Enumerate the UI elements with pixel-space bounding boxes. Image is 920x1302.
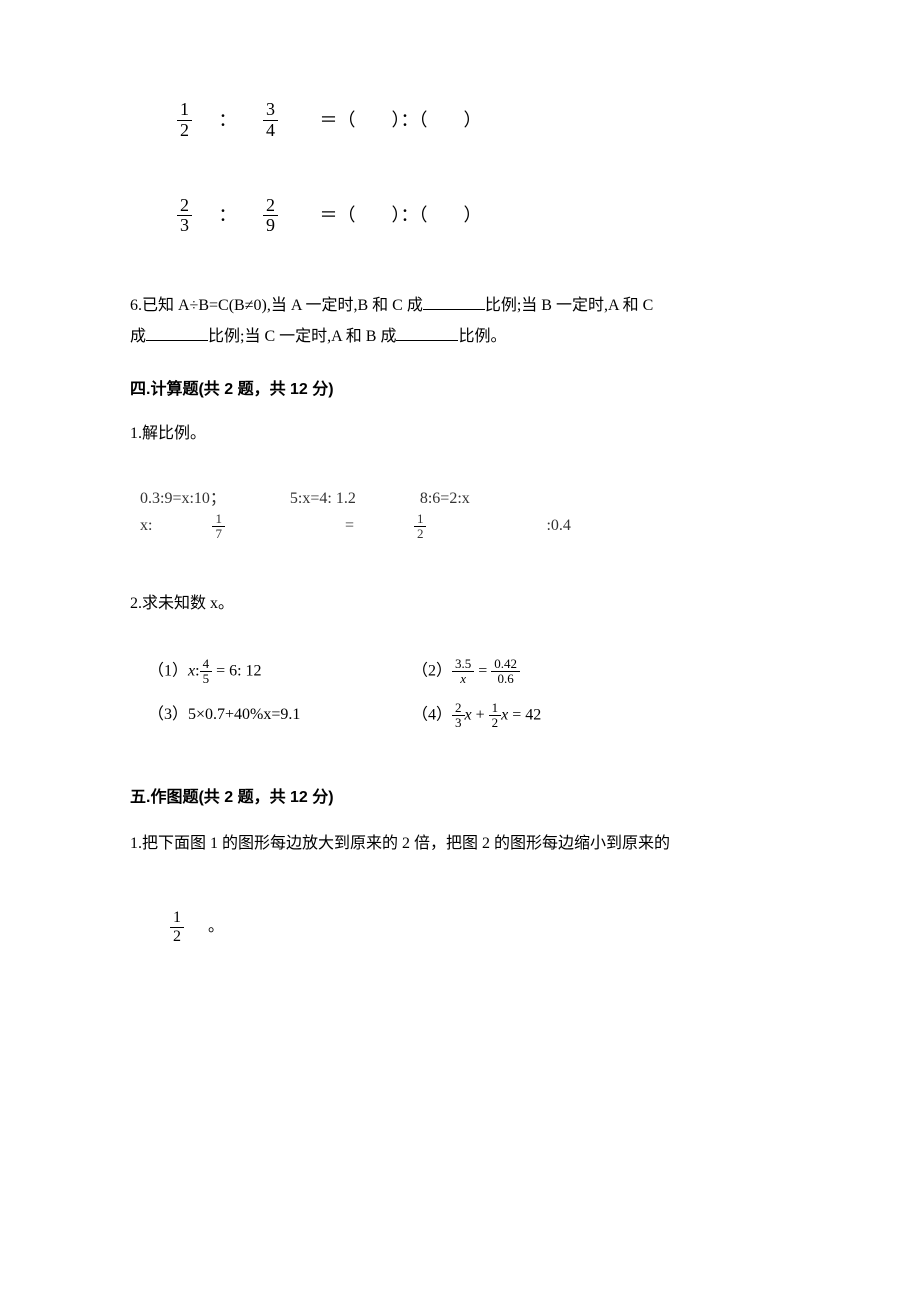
fraction-1-2: 12	[414, 512, 487, 542]
fraction-1-2: 1 2	[177, 100, 192, 141]
q6-text-3: 成	[130, 328, 146, 345]
eq-1: （1）x:45 = 6: 12	[148, 657, 408, 687]
fraction-2-3: 2 3	[177, 196, 192, 237]
equation-grid: （1）x:45 = 6: 12 （2）3.5x = 0.420.6 （3）5×0…	[148, 657, 810, 730]
q6-text-4: 比例;当 C 一定时,A 和 B 成	[208, 328, 396, 345]
section-4-q1-title: 1.解比例。	[130, 421, 810, 447]
fraction-1-7: 17	[212, 512, 285, 542]
calc-1: 0.3:9=x:10；	[140, 486, 226, 512]
fraction-1-2: 1 2	[170, 909, 184, 945]
period: 。	[208, 918, 224, 935]
calc-4: x:17 = 12:0.4	[140, 512, 631, 542]
eq-3: （3）5×0.7+40%x=9.1	[148, 702, 408, 728]
final-fraction-line: 1 2 。	[170, 909, 810, 945]
fraction-2-3: 23	[452, 701, 465, 731]
colon: ：	[219, 201, 237, 230]
eq-4: （4）23x + 12x = 42	[412, 701, 672, 731]
fraction-3.5-x: 3.5x	[452, 657, 474, 687]
ratio-expression-2: 2 3 ： 2 9 ＝（ ）：（ ）	[165, 196, 810, 237]
q6-text-2: 比例;当 B 一定时,A 和 C	[485, 297, 653, 314]
ratio-expression-1: 1 2 ： 3 4 ＝（ ）：（ ）	[165, 100, 810, 141]
eq-row-1: （1）x:45 = 6: 12 （2）3.5x = 0.420.6	[148, 657, 810, 687]
blank-line	[396, 325, 458, 341]
calc-equations-row: 0.3:9=x:10； 5:x=4: 1.2 8:6=2:x x:17 = 12…	[140, 486, 810, 541]
colon: ：	[219, 106, 237, 135]
ratio-blank: ＝（ ）：（ ）	[320, 106, 482, 135]
section-4-title: 四.计算题(共 2 题，共 12 分)	[130, 377, 810, 403]
q6-text-1: 6.已知 A÷B=C(B≠0),当 A 一定时,B 和 C 成	[130, 297, 423, 314]
calc-3: 8:6=2:x	[420, 486, 470, 512]
fraction-3-4: 3 4	[263, 100, 278, 141]
blank-line	[146, 325, 208, 341]
fraction-4-5: 45	[200, 657, 213, 687]
section-5-q1: 1.把下面图 1 的图形每边放大到原来的 2 倍，把图 2 的图形每边缩小到原来…	[130, 829, 810, 859]
fraction-1-2: 12	[489, 701, 502, 731]
calc-2: 5:x=4: 1.2	[290, 486, 356, 512]
section-5-title: 五.作图题(共 2 题，共 12 分)	[130, 785, 810, 811]
fraction-2-9: 2 9	[263, 196, 278, 237]
question-6: 6.已知 A÷B=C(B≠0),当 A 一定时,B 和 C 成 比例;当 B 一定…	[130, 291, 810, 352]
blank-line	[423, 294, 485, 310]
section-4-q2-title: 2.求未知数 x。	[130, 591, 810, 617]
ratio-blank: ＝（ ）：（ ）	[320, 201, 482, 230]
q6-text-5: 比例。	[458, 328, 506, 345]
eq-row-2: （3）5×0.7+40%x=9.1 （4）23x + 12x = 42	[148, 701, 810, 731]
eq-2: （2）3.5x = 0.420.6	[412, 657, 672, 687]
fraction-0.42-0.6: 0.420.6	[491, 657, 520, 687]
